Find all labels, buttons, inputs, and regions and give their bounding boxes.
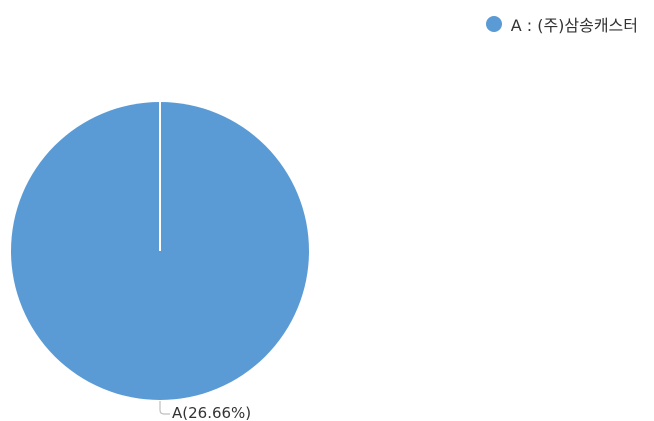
pie-data-label: A(26.66%) (172, 404, 251, 421)
legend-swatch-icon (485, 16, 502, 32)
data-label-leader-line (159, 401, 170, 415)
legend-entry-label: A : (주)삼송캐스터 (510, 16, 638, 35)
pie-labels: A(26.66%) (159, 401, 251, 421)
chart-legend: A : (주)삼송캐스터 (485, 12, 638, 36)
pie-slices (11, 102, 309, 400)
